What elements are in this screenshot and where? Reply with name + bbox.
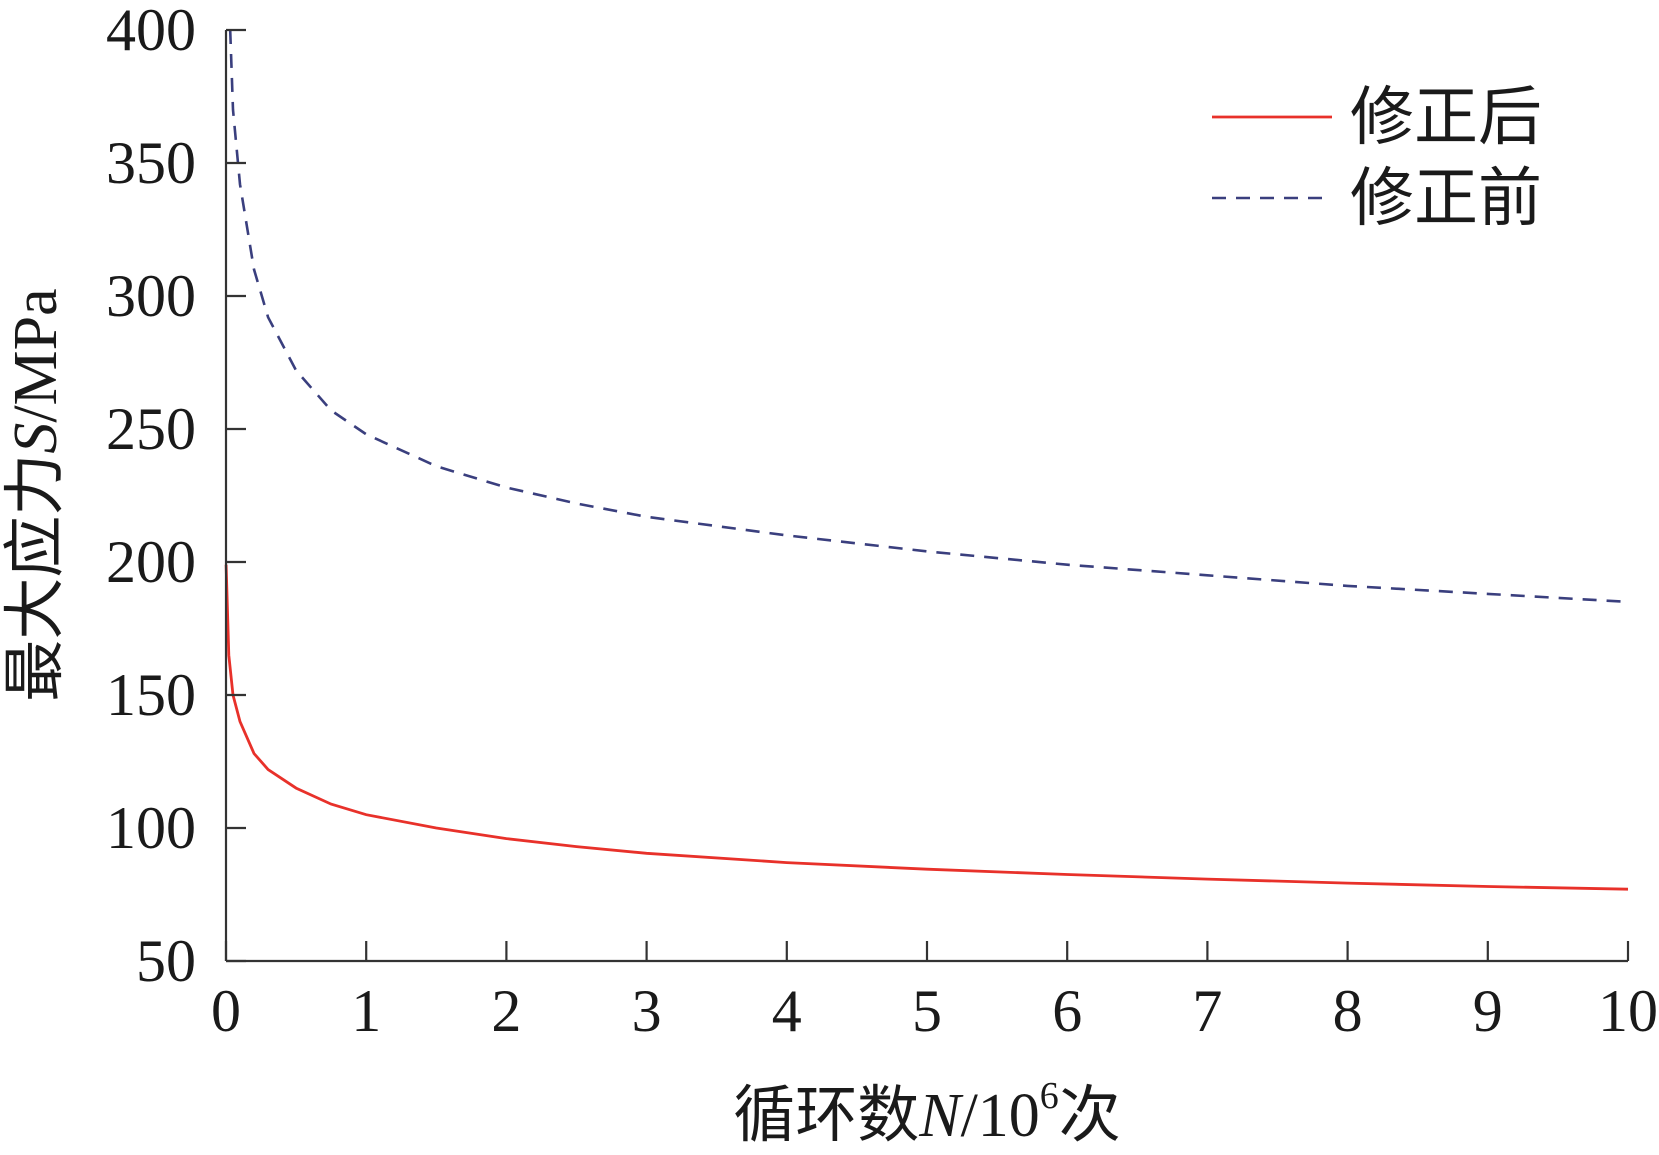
x-tick-label: 0 (211, 978, 241, 1044)
y-axis-label: 最大应力S/MPa (2, 288, 70, 701)
legend: 修正后 修正前 (1212, 82, 1542, 234)
legend-label-uncorrected: 修正前 (1350, 163, 1542, 234)
x-ticks: 0 1 2 3 4 5 6 7 8 9 10 (211, 941, 1658, 1044)
y-ticks: 50 100 150 200 250 300 350 400 (106, 0, 246, 994)
y-tick-label: 200 (106, 529, 196, 595)
x-tick-label: 8 (1333, 978, 1363, 1044)
x-tick-label: 7 (1192, 978, 1222, 1044)
series-line-uncorrected (228, 29, 1629, 604)
y-tick-label: 400 (106, 0, 196, 63)
legend-label-corrected: 修正后 (1350, 82, 1542, 153)
x-axis-label: 循环数N/106次 (733, 1075, 1121, 1150)
x-tick-label: 6 (1052, 978, 1082, 1044)
x-tick-label: 9 (1473, 978, 1503, 1044)
x-tick-label: 1 (351, 978, 381, 1044)
x-tick-label: 2 (491, 978, 521, 1044)
y-tick-label: 300 (106, 263, 196, 329)
x-tick-label: 3 (632, 978, 662, 1044)
plot-area (224, 29, 1629, 891)
series-line-corrected (224, 564, 1629, 891)
y-tick-label: 100 (106, 795, 196, 861)
y-tick-label: 350 (106, 130, 196, 196)
y-tick-label: 250 (106, 396, 196, 462)
x-tick-label: 4 (772, 978, 802, 1044)
x-tick-label: 10 (1598, 978, 1658, 1044)
y-tick-label: 50 (136, 928, 196, 994)
y-tick-label: 150 (106, 662, 196, 728)
x-tick-label: 5 (912, 978, 942, 1044)
